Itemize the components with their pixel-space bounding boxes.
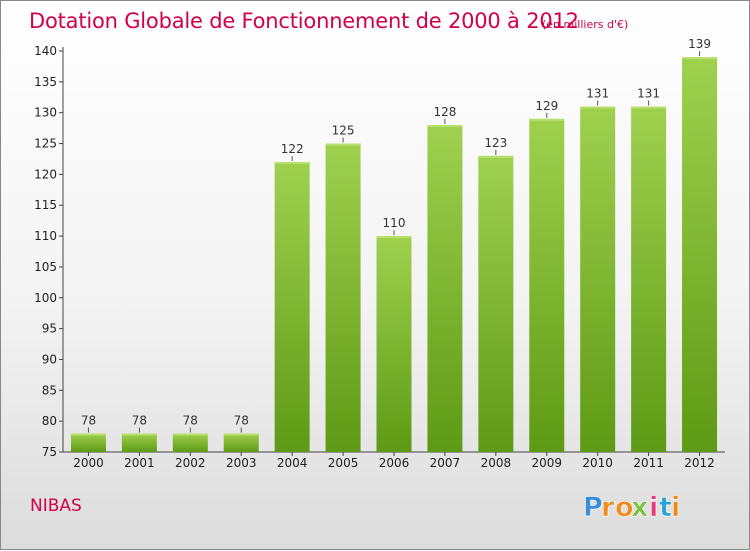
bar-highlight bbox=[121, 433, 157, 436]
y-tick-label: 140 bbox=[34, 44, 57, 58]
x-tick-label: 2012 bbox=[684, 456, 715, 470]
bar-highlight bbox=[274, 162, 310, 165]
bar bbox=[223, 433, 259, 452]
x-tick-label: 2010 bbox=[582, 456, 613, 470]
y-tick-label: 85 bbox=[42, 383, 57, 397]
logo-letter: i bbox=[649, 492, 658, 523]
y-tick-label: 115 bbox=[34, 198, 57, 212]
data-label: 128 bbox=[433, 105, 456, 119]
x-tick-label: 2006 bbox=[379, 456, 410, 470]
data-label: 123 bbox=[484, 136, 507, 150]
x-tick-label: 2004 bbox=[277, 456, 308, 470]
bar bbox=[478, 155, 514, 452]
bar bbox=[376, 236, 412, 452]
data-label: 125 bbox=[332, 124, 355, 138]
y-tick-label: 75 bbox=[42, 445, 57, 459]
logo-letter: o bbox=[615, 492, 634, 523]
bar-highlight bbox=[325, 143, 361, 146]
bar bbox=[427, 125, 463, 453]
bar-highlight bbox=[580, 106, 616, 109]
logo-letter: P bbox=[583, 492, 603, 523]
x-tick-label: 2005 bbox=[328, 456, 359, 470]
bar-highlight bbox=[223, 433, 259, 436]
y-tick-label: 80 bbox=[42, 414, 57, 428]
bar bbox=[70, 433, 106, 452]
y-tick-label: 110 bbox=[34, 229, 57, 243]
bar bbox=[631, 106, 667, 453]
data-label: 78 bbox=[132, 413, 147, 427]
x-tick-label: 2003 bbox=[226, 456, 257, 470]
data-label: 131 bbox=[586, 87, 609, 101]
bar bbox=[121, 433, 157, 452]
y-tick-label: 125 bbox=[34, 137, 57, 151]
y-tick-label: 120 bbox=[34, 167, 57, 181]
bar bbox=[682, 57, 718, 453]
bar bbox=[325, 143, 361, 453]
y-tick-label: 95 bbox=[42, 322, 57, 336]
data-label: 139 bbox=[688, 37, 711, 51]
data-label: 78 bbox=[81, 413, 96, 427]
bar-highlight bbox=[70, 433, 106, 436]
logo-letter: r bbox=[601, 492, 615, 523]
data-label: 129 bbox=[535, 99, 558, 113]
bar-highlight bbox=[427, 125, 463, 128]
x-tick-label: 2007 bbox=[430, 456, 461, 470]
y-tick-label: 105 bbox=[34, 260, 57, 274]
bar-highlight bbox=[529, 118, 565, 121]
data-label: 110 bbox=[383, 216, 406, 230]
x-tick-label: 2011 bbox=[633, 456, 664, 470]
x-tick-label: 2000 bbox=[73, 456, 104, 470]
place-name: NIBAS bbox=[30, 496, 82, 516]
x-tick-label: 2002 bbox=[175, 456, 206, 470]
logo-letter: t bbox=[659, 492, 672, 523]
data-label: 78 bbox=[183, 413, 198, 427]
bar-highlight bbox=[376, 236, 412, 239]
logo-letter: x bbox=[631, 492, 648, 523]
bar-highlight bbox=[478, 155, 514, 158]
data-label: 122 bbox=[281, 142, 304, 156]
x-tick-label: 2009 bbox=[531, 456, 562, 470]
bar-highlight bbox=[631, 106, 667, 109]
bar-highlight bbox=[172, 433, 208, 436]
logo-letter: i bbox=[671, 492, 680, 523]
bar bbox=[172, 433, 208, 452]
data-label: 78 bbox=[234, 413, 249, 427]
chart-title: Dotation Globale de Fonctionnement de 20… bbox=[29, 9, 579, 33]
bar bbox=[529, 118, 565, 452]
y-tick-label: 130 bbox=[34, 106, 57, 120]
chart-unit-label: (en milliers d'€) bbox=[542, 18, 629, 31]
bar bbox=[580, 106, 616, 453]
y-tick-label: 100 bbox=[34, 291, 57, 305]
x-tick-label: 2001 bbox=[124, 456, 155, 470]
y-tick-label: 90 bbox=[42, 352, 57, 366]
x-tick-label: 2008 bbox=[481, 456, 512, 470]
bar bbox=[274, 162, 310, 453]
data-label: 131 bbox=[637, 87, 660, 101]
bar-highlight bbox=[682, 57, 718, 60]
y-tick-label: 135 bbox=[34, 75, 57, 89]
